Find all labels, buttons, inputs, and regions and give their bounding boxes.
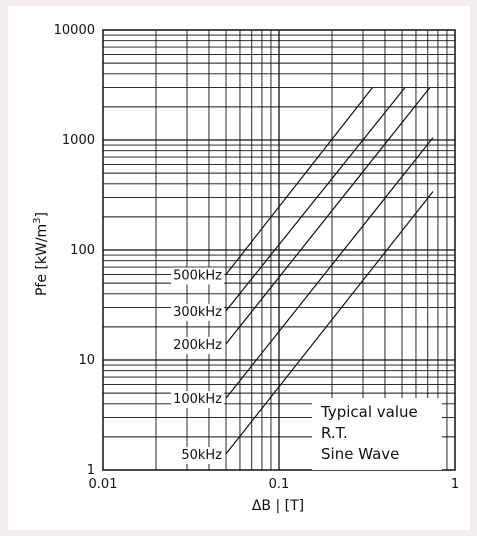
series-label-200kHz: 200kHz [173,338,222,353]
x-axis-title: ΔB | [T] [252,498,304,514]
x-tick-label: 0.01 [89,477,118,492]
series-label-100kHz: 100kHz [173,392,222,407]
series-line-500kHz [225,87,374,275]
series-lines [225,87,434,455]
y-tick-label: 100 [70,243,95,258]
annotation-box [312,398,442,470]
annotation-sine-wave: Sine Wave [321,445,399,463]
y-tick-label: 1 [87,463,95,478]
series-label-300kHz: 300kHz [173,305,222,320]
tick-labels: 0.01 0.1 1 1 10 100 1000 10000 [54,23,460,492]
series-label-bg [179,446,225,464]
series-label-500kHz: 500kHz [173,268,222,283]
y-tick-label: 1000 [62,133,95,148]
series-labels: 500kHz 300kHz 200kHz 100kHz 50kHz [171,267,225,464]
y-tick-label: 10 [78,353,95,368]
series-label-bg [171,391,225,409]
y-tick-label: 10000 [54,23,95,38]
x-tick-label: 0.1 [269,477,290,492]
plot-frame [102,29,456,471]
series-label-50kHz: 50kHz [181,448,222,463]
series-line-100kHz [225,137,434,399]
x-tick-label: 1 [451,477,459,492]
series-line-50kHz [225,191,434,455]
series-line-200kHz [225,87,431,345]
series-line-300kHz [225,87,406,312]
series-label-bg [171,336,225,354]
series-label-bg [171,303,225,321]
series-label-bg [171,267,225,285]
annotation-typical-value: Typical value [320,403,418,421]
y-axis-title: Pfe [kW/m3] [32,212,50,296]
annotation-rt: R.T. [321,424,348,442]
